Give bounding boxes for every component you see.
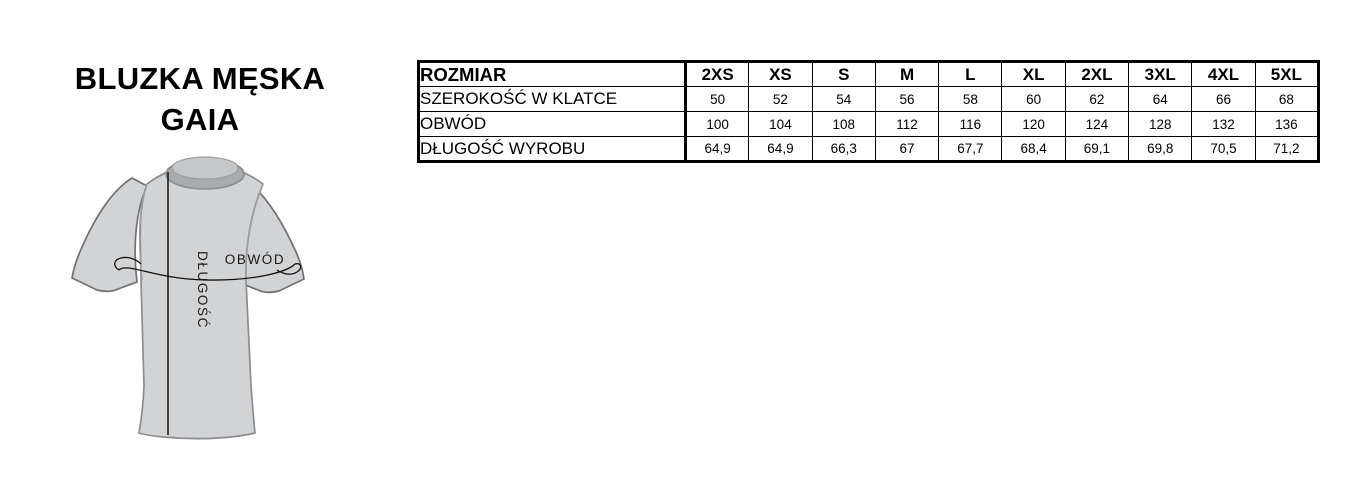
- cell-chest-width-1: 50: [684, 86, 750, 112]
- cell-chest-width-7: 62: [1064, 86, 1130, 112]
- size-table-body: ROZMIAR 2XS XS S M L XL 2XL 3XL 4XL 5XL …: [417, 60, 1321, 163]
- cell-circumference-8: 128: [1128, 111, 1193, 137]
- table-row: SZEROKOŚĆ W KLATCE 50 52 54 56 58 60 62 …: [417, 86, 1321, 112]
- size-chart: ROZMIAR 2XS XS S M L XL 2XL 3XL 4XL 5XL …: [417, 60, 1321, 163]
- tshirt-left-sleeve: [71, 177, 149, 293]
- column-header-size-3: S: [811, 60, 876, 87]
- column-header-size-8: 3XL: [1128, 60, 1193, 87]
- cell-product-length-9: 70,5: [1191, 136, 1256, 163]
- length-label: DŁUGOŚĆ: [195, 251, 210, 329]
- cell-product-length-6: 68,4: [1001, 136, 1066, 163]
- size-table: ROZMIAR 2XS XS S M L XL 2XL 3XL 4XL 5XL …: [417, 60, 1321, 163]
- column-header-size-9: 4XL: [1191, 60, 1256, 87]
- tshirt-collar-inner: [171, 156, 239, 180]
- page-title: BLUZKA MĘSKA GAIA: [0, 58, 400, 140]
- cell-circumference-2: 104: [748, 111, 813, 137]
- tshirt-illustration-svg: OBWÓD DŁUGOŚĆ: [71, 156, 305, 440]
- cell-circumference-5: 116: [938, 111, 1003, 137]
- cell-chest-width-3: 54: [811, 86, 876, 112]
- cell-circumference-6: 120: [1001, 111, 1066, 137]
- product-title-line-2: GAIA: [160, 102, 240, 137]
- row-label-circumference: OBWÓD: [417, 111, 687, 137]
- cell-circumference-10: 136: [1254, 111, 1321, 137]
- column-header-size-5: L: [938, 60, 1003, 87]
- cell-product-length-5: 67,7: [938, 136, 1003, 163]
- cell-chest-width-6: 60: [1001, 86, 1066, 112]
- table-header-row: ROZMIAR 2XS XS S M L XL 2XL 3XL 4XL 5XL: [417, 60, 1321, 87]
- column-header-size-4: M: [874, 60, 940, 87]
- cell-product-length-8: 69,8: [1128, 136, 1193, 163]
- cell-product-length-10: 71,2: [1254, 136, 1321, 163]
- cell-circumference-9: 132: [1191, 111, 1256, 137]
- column-header-size-1: 2XS: [684, 60, 750, 87]
- cell-product-length-4: 67: [874, 136, 940, 163]
- cell-product-length-7: 69,1: [1064, 136, 1130, 163]
- column-header-size-6: XL: [1001, 60, 1066, 87]
- cell-product-length-2: 64,9: [748, 136, 813, 163]
- row-label-product-length: DŁUGOŚĆ WYROBU: [417, 136, 687, 163]
- cell-chest-width-5: 58: [938, 86, 1003, 112]
- cell-chest-width-4: 56: [874, 86, 940, 112]
- cell-circumference-4: 112: [874, 111, 940, 137]
- row-label-chest-width: SZEROKOŚĆ W KLATCE: [417, 86, 687, 112]
- tshirt-diagram: OBWÓD DŁUGOŚĆ: [55, 150, 355, 450]
- cell-chest-width-9: 66: [1191, 86, 1256, 112]
- circumference-tape-right-loop: [276, 262, 302, 275]
- column-header-size-7: 2XL: [1064, 60, 1130, 87]
- product-figure-panel: BLUZKA MĘSKA GAIA OBWÓD: [0, 0, 400, 502]
- column-header-size-10: 5XL: [1254, 60, 1321, 87]
- cell-chest-width-2: 52: [748, 86, 813, 112]
- column-header-size-2: XS: [748, 60, 813, 87]
- circumference-tape-left-loop: [114, 256, 142, 271]
- cell-product-length-3: 66,3: [811, 136, 876, 163]
- table-row: OBWÓD 100 104 108 112 116 120 124 128 13…: [417, 111, 1321, 137]
- circumference-measure-tape: [118, 263, 296, 281]
- tshirt-right-shoulder-seam: [245, 183, 264, 281]
- cell-circumference-7: 124: [1064, 111, 1130, 137]
- circumference-label: OBWÓD: [225, 252, 286, 267]
- cell-circumference-1: 100: [684, 111, 750, 137]
- cell-product-length-1: 64,9: [684, 136, 750, 163]
- cell-circumference-3: 108: [811, 111, 876, 137]
- cell-chest-width-8: 64: [1128, 86, 1193, 112]
- table-row: DŁUGOŚĆ WYROBU 64,9 64,9 66,3 67 67,7 68…: [417, 136, 1321, 163]
- column-header-rozmiar: ROZMIAR: [417, 60, 687, 87]
- product-title-line-1: BLUZKA MĘSKA: [74, 61, 326, 96]
- cell-chest-width-10: 68: [1254, 86, 1321, 112]
